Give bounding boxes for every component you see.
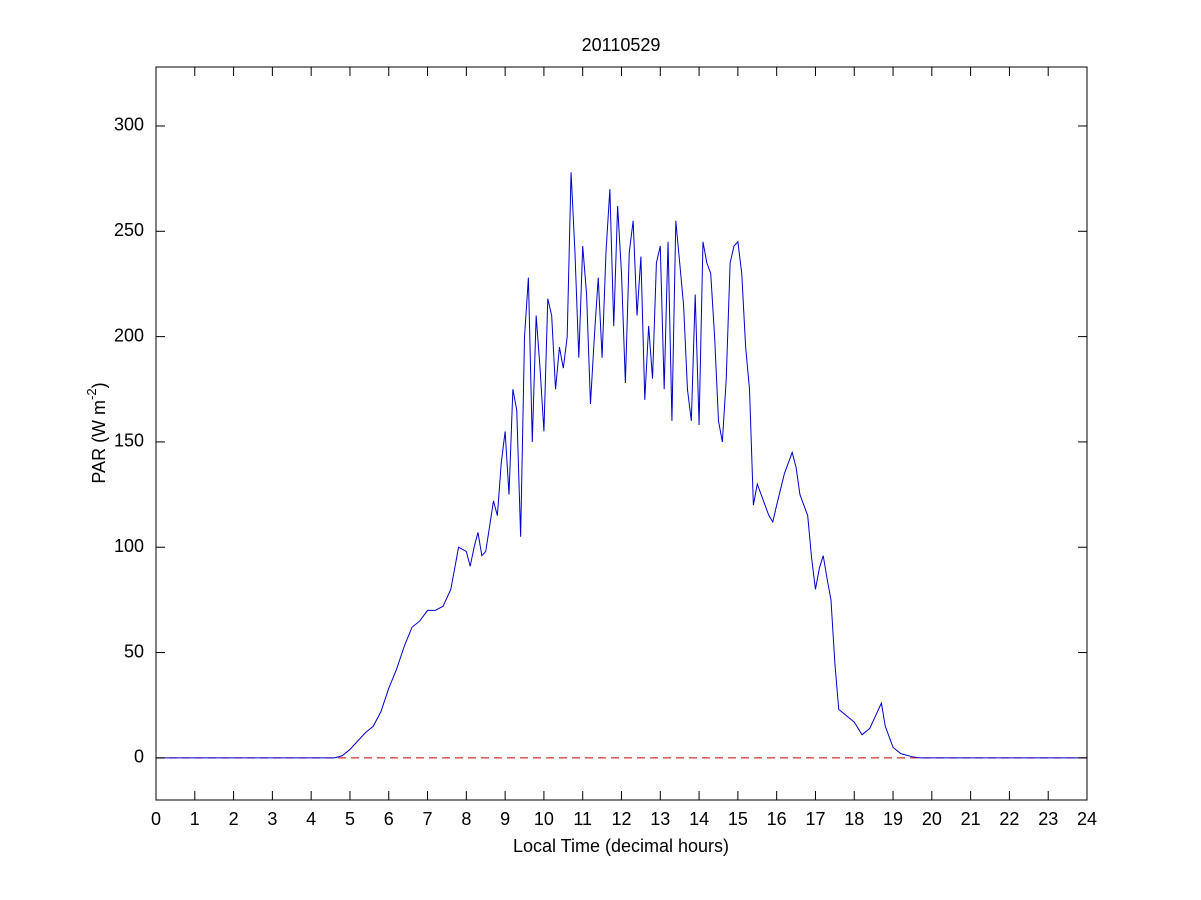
x-axis-label: Local Time (decimal hours) [513, 836, 729, 856]
x-tick-label: 17 [805, 809, 825, 829]
x-tick-label: 8 [461, 809, 471, 829]
x-tick-label: 11 [573, 809, 592, 829]
x-tick-label: 9 [500, 809, 510, 829]
x-tick-label: 14 [689, 809, 709, 829]
x-tick-label: 12 [611, 809, 631, 829]
x-tick-label: 24 [1077, 809, 1097, 829]
y-label-superscript: -2 [84, 388, 99, 400]
x-tick-label: 5 [345, 809, 355, 829]
y-tick-label: 0 [134, 747, 144, 767]
x-tick-label: 23 [1038, 809, 1058, 829]
data-line [156, 172, 1087, 759]
x-tick-label: 20 [922, 809, 942, 829]
x-tick-label: 19 [883, 809, 903, 829]
x-tick-label: 2 [229, 809, 239, 829]
y-tick-label: 250 [114, 220, 144, 240]
x-tick-label: 18 [844, 809, 864, 829]
y-axis-label: PAR (W m-2) [84, 382, 108, 483]
y-tick-label: 100 [114, 536, 144, 556]
y-tick-label: 200 [114, 325, 144, 345]
x-tick-label: 3 [267, 809, 277, 829]
x-tick-label: 15 [728, 809, 748, 829]
y-tick-label: 50 [124, 641, 144, 661]
y-tick-label: 300 [114, 115, 144, 135]
x-tick-label: 4 [306, 809, 316, 829]
y-tick-label: 150 [114, 431, 144, 451]
x-tick-label: 22 [999, 809, 1019, 829]
x-tick-label: 0 [151, 809, 161, 829]
x-tick-label: 6 [384, 809, 394, 829]
y-label-text: PAR (W m [89, 400, 109, 484]
x-tick-label: 7 [423, 809, 433, 829]
x-tick-label: 21 [961, 809, 981, 829]
y-label-close: ) [89, 382, 109, 388]
chart-title: 20110529 [582, 35, 661, 55]
x-tick-label: 16 [767, 809, 787, 829]
x-tick-label: 10 [534, 809, 554, 829]
x-tick-label: 13 [650, 809, 670, 829]
x-tick-label: 1 [190, 809, 200, 829]
